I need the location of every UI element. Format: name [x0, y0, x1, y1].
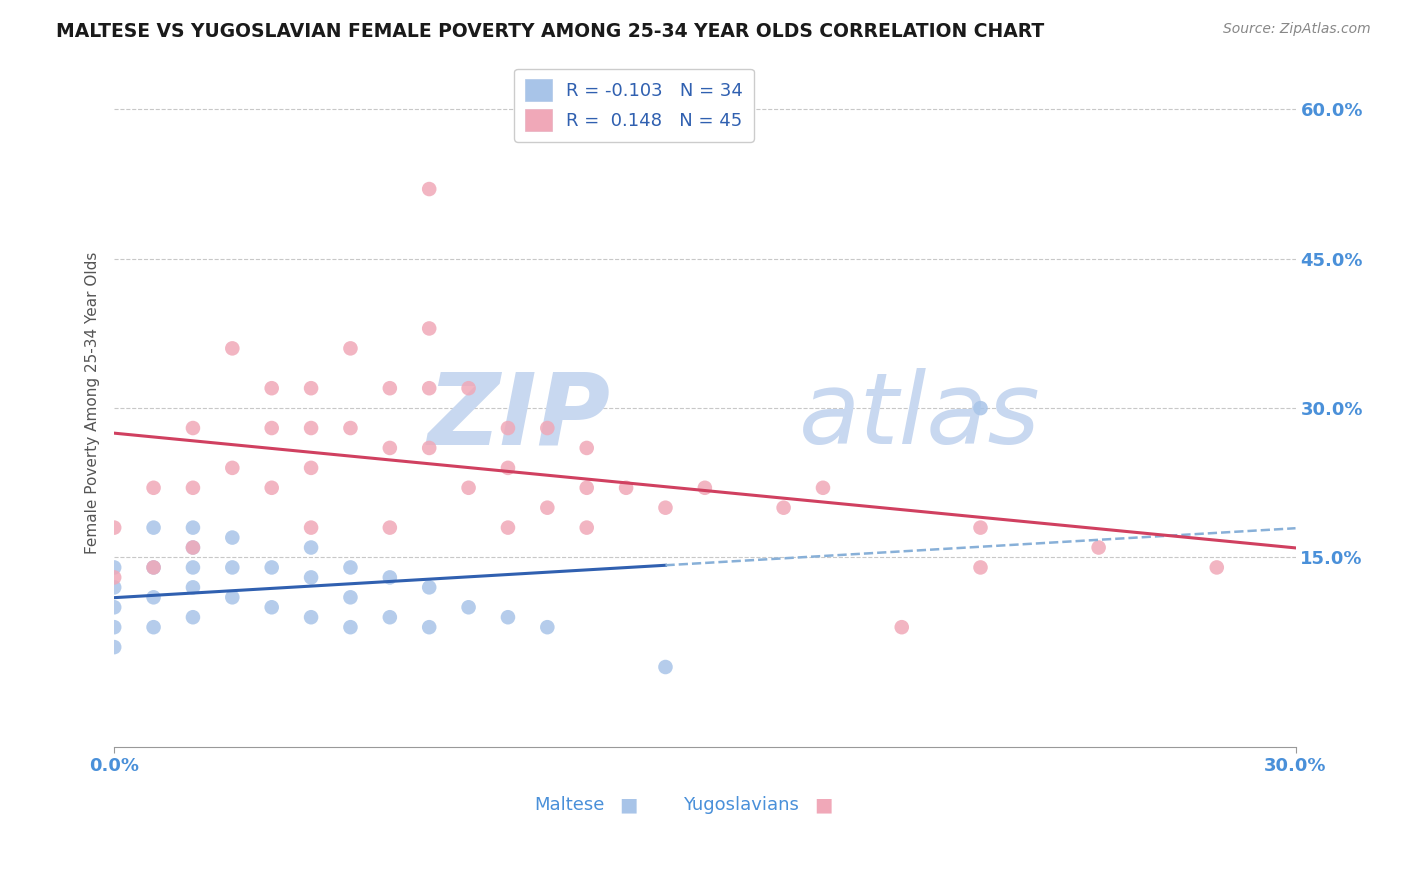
- Point: [378, 381, 401, 395]
- Point: [536, 620, 558, 634]
- Point: [221, 560, 243, 574]
- Point: [772, 500, 794, 515]
- Point: [181, 541, 204, 555]
- Point: [496, 461, 519, 475]
- Text: Yugoslavians: Yugoslavians: [683, 796, 800, 814]
- Point: [496, 520, 519, 534]
- Legend: R = -0.103   N = 34, R =  0.148   N = 45: R = -0.103 N = 34, R = 0.148 N = 45: [515, 69, 754, 142]
- Point: [260, 481, 283, 495]
- Point: [260, 600, 283, 615]
- Text: atlas: atlas: [800, 368, 1040, 466]
- Point: [890, 620, 912, 634]
- Point: [418, 620, 440, 634]
- Point: [575, 481, 598, 495]
- Point: [1205, 560, 1227, 574]
- Point: [103, 560, 125, 574]
- Point: [299, 421, 322, 435]
- Point: [457, 600, 479, 615]
- Point: [103, 600, 125, 615]
- Point: [142, 560, 165, 574]
- Point: [103, 580, 125, 594]
- Point: [299, 570, 322, 584]
- Point: [614, 481, 637, 495]
- Point: [181, 541, 204, 555]
- Point: [103, 620, 125, 634]
- Text: Maltese: Maltese: [534, 796, 605, 814]
- Point: [181, 580, 204, 594]
- Point: [181, 610, 204, 624]
- Point: [142, 620, 165, 634]
- Point: [969, 520, 991, 534]
- Point: [378, 441, 401, 455]
- Point: [142, 520, 165, 534]
- Text: Source: ZipAtlas.com: Source: ZipAtlas.com: [1223, 22, 1371, 37]
- Point: [575, 441, 598, 455]
- Point: [181, 421, 204, 435]
- Text: ■: ■: [619, 796, 637, 814]
- Y-axis label: Female Poverty Among 25-34 Year Olds: Female Poverty Among 25-34 Year Olds: [86, 252, 100, 554]
- Point: [418, 182, 440, 196]
- Point: [260, 381, 283, 395]
- Point: [103, 520, 125, 534]
- Point: [142, 591, 165, 605]
- Point: [418, 321, 440, 335]
- Point: [654, 660, 676, 674]
- Point: [496, 610, 519, 624]
- Point: [339, 342, 361, 356]
- Point: [339, 421, 361, 435]
- Point: [1087, 541, 1109, 555]
- Point: [181, 560, 204, 574]
- Point: [536, 500, 558, 515]
- Point: [103, 570, 125, 584]
- Point: [654, 500, 676, 515]
- Point: [299, 520, 322, 534]
- Point: [378, 520, 401, 534]
- Point: [969, 560, 991, 574]
- Point: [536, 421, 558, 435]
- Point: [457, 381, 479, 395]
- Point: [496, 421, 519, 435]
- Point: [260, 560, 283, 574]
- Point: [181, 481, 204, 495]
- Point: [969, 401, 991, 416]
- Text: ZIP: ZIP: [427, 368, 610, 466]
- Point: [418, 441, 440, 455]
- Point: [378, 610, 401, 624]
- Point: [221, 591, 243, 605]
- Point: [142, 481, 165, 495]
- Point: [103, 640, 125, 654]
- Point: [260, 421, 283, 435]
- Point: [339, 620, 361, 634]
- Point: [575, 520, 598, 534]
- Point: [693, 481, 716, 495]
- Point: [181, 520, 204, 534]
- Point: [339, 591, 361, 605]
- Point: [299, 610, 322, 624]
- Point: [221, 461, 243, 475]
- Point: [221, 531, 243, 545]
- Point: [221, 342, 243, 356]
- Point: [339, 560, 361, 574]
- Point: [299, 381, 322, 395]
- Point: [811, 481, 834, 495]
- Point: [378, 570, 401, 584]
- Text: MALTESE VS YUGOSLAVIAN FEMALE POVERTY AMONG 25-34 YEAR OLDS CORRELATION CHART: MALTESE VS YUGOSLAVIAN FEMALE POVERTY AM…: [56, 22, 1045, 41]
- Point: [142, 560, 165, 574]
- Text: ■: ■: [814, 796, 832, 814]
- Point: [418, 381, 440, 395]
- Point: [299, 541, 322, 555]
- Point: [457, 481, 479, 495]
- Point: [418, 580, 440, 594]
- Point: [299, 461, 322, 475]
